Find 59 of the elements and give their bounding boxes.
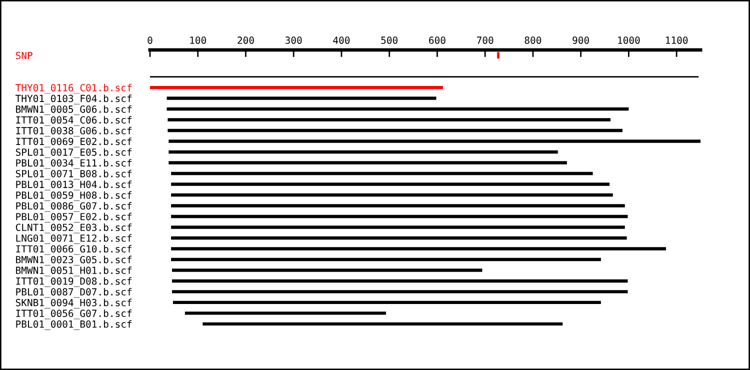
y-tick-label: PBL01_0057_E02.b.scf bbox=[16, 212, 132, 222]
bar bbox=[168, 140, 700, 143]
y-tick-label: SNP bbox=[16, 52, 32, 60]
y-tick-label: PBL01_0087_D07.b.scf bbox=[16, 288, 132, 298]
y-tick-label: THY01_0116_C01.b.scf bbox=[16, 84, 132, 94]
x-tick-label: 1000 bbox=[618, 36, 640, 44]
bar bbox=[171, 236, 627, 240]
x-tick-label: 0 bbox=[148, 36, 152, 44]
bar bbox=[202, 322, 563, 326]
y-tick-label: BMWN1_0051_H01.b.scf bbox=[16, 266, 132, 276]
bar bbox=[172, 290, 628, 294]
bar bbox=[171, 258, 601, 262]
bar bbox=[184, 312, 386, 315]
y-tick-label: PBL01_0086_G07.b.scf bbox=[16, 202, 132, 212]
bar bbox=[172, 268, 482, 272]
y-tick-label: CLNT1_0052_E03.b.scf bbox=[16, 224, 132, 234]
bar bbox=[166, 107, 629, 111]
y-tick-label: PBL01_0034_E11.b.scf bbox=[16, 159, 132, 169]
bar bbox=[171, 214, 628, 218]
bar bbox=[172, 300, 601, 304]
y-tick-label: ITT01_0038_G06.b.scf bbox=[16, 126, 132, 137]
bar bbox=[171, 226, 625, 229]
y-tick-label: ITT01_0066_G10.b.scf bbox=[16, 245, 132, 255]
x-tick-label: 900 bbox=[572, 36, 589, 44]
bar bbox=[168, 150, 558, 154]
bar bbox=[171, 247, 666, 250]
x-tick-label: 600 bbox=[429, 36, 446, 44]
bar bbox=[166, 96, 436, 100]
bar bbox=[168, 118, 611, 122]
x-tick-label: 300 bbox=[285, 36, 302, 44]
y-tick-label: LNG01_0071_E12.b.scf bbox=[16, 234, 132, 244]
x-tick-label: 500 bbox=[381, 36, 398, 44]
bar bbox=[171, 204, 625, 208]
y-tick-label: ITT01_0019_D08.b.scf bbox=[16, 277, 132, 287]
bar bbox=[171, 193, 613, 197]
y-tick-label: SPL01_0071_B08.b.scf bbox=[16, 170, 132, 180]
x-tick-label: 800 bbox=[524, 36, 542, 44]
y-tick-label: ITT01_0054_C06.b.scf bbox=[16, 116, 132, 126]
y-tick-label: PBL01_0013_H04.b.scf bbox=[16, 180, 132, 190]
y-tick-label: ITT01_0069_E02.b.scf bbox=[16, 138, 132, 148]
x-tick-label: 700 bbox=[476, 36, 494, 44]
y-tick-label: THY01_0103_F04.b.scf bbox=[16, 94, 132, 104]
x-tick-label: 200 bbox=[238, 36, 254, 44]
x-tick-label: 1100 bbox=[666, 36, 688, 44]
y-tick-label: SKNB1_0094_H03.b.scf bbox=[16, 298, 132, 308]
bar bbox=[150, 86, 443, 90]
x-tick-label: 400 bbox=[333, 36, 350, 44]
y-tick-label: BMWN1_0005_G06.b.scf bbox=[16, 105, 132, 116]
y-tick-label: ITT01_0056_G07.b.scf bbox=[16, 309, 132, 320]
y-tick-label: BMWN1_0023_G05.b.scf bbox=[16, 256, 132, 266]
x-tick-label: 100 bbox=[190, 36, 206, 44]
bar bbox=[171, 182, 610, 186]
y-tick-label: PBL01_0001_B01.b.scf bbox=[16, 320, 132, 330]
bar bbox=[168, 128, 622, 132]
bar bbox=[172, 279, 628, 283]
y-tick-label: SPL01_0017_E05.b.scf bbox=[16, 148, 132, 158]
y-tick-label: PBL01_0059_H08.b.scf bbox=[16, 191, 132, 201]
bar bbox=[171, 172, 593, 176]
bar bbox=[168, 161, 567, 164]
